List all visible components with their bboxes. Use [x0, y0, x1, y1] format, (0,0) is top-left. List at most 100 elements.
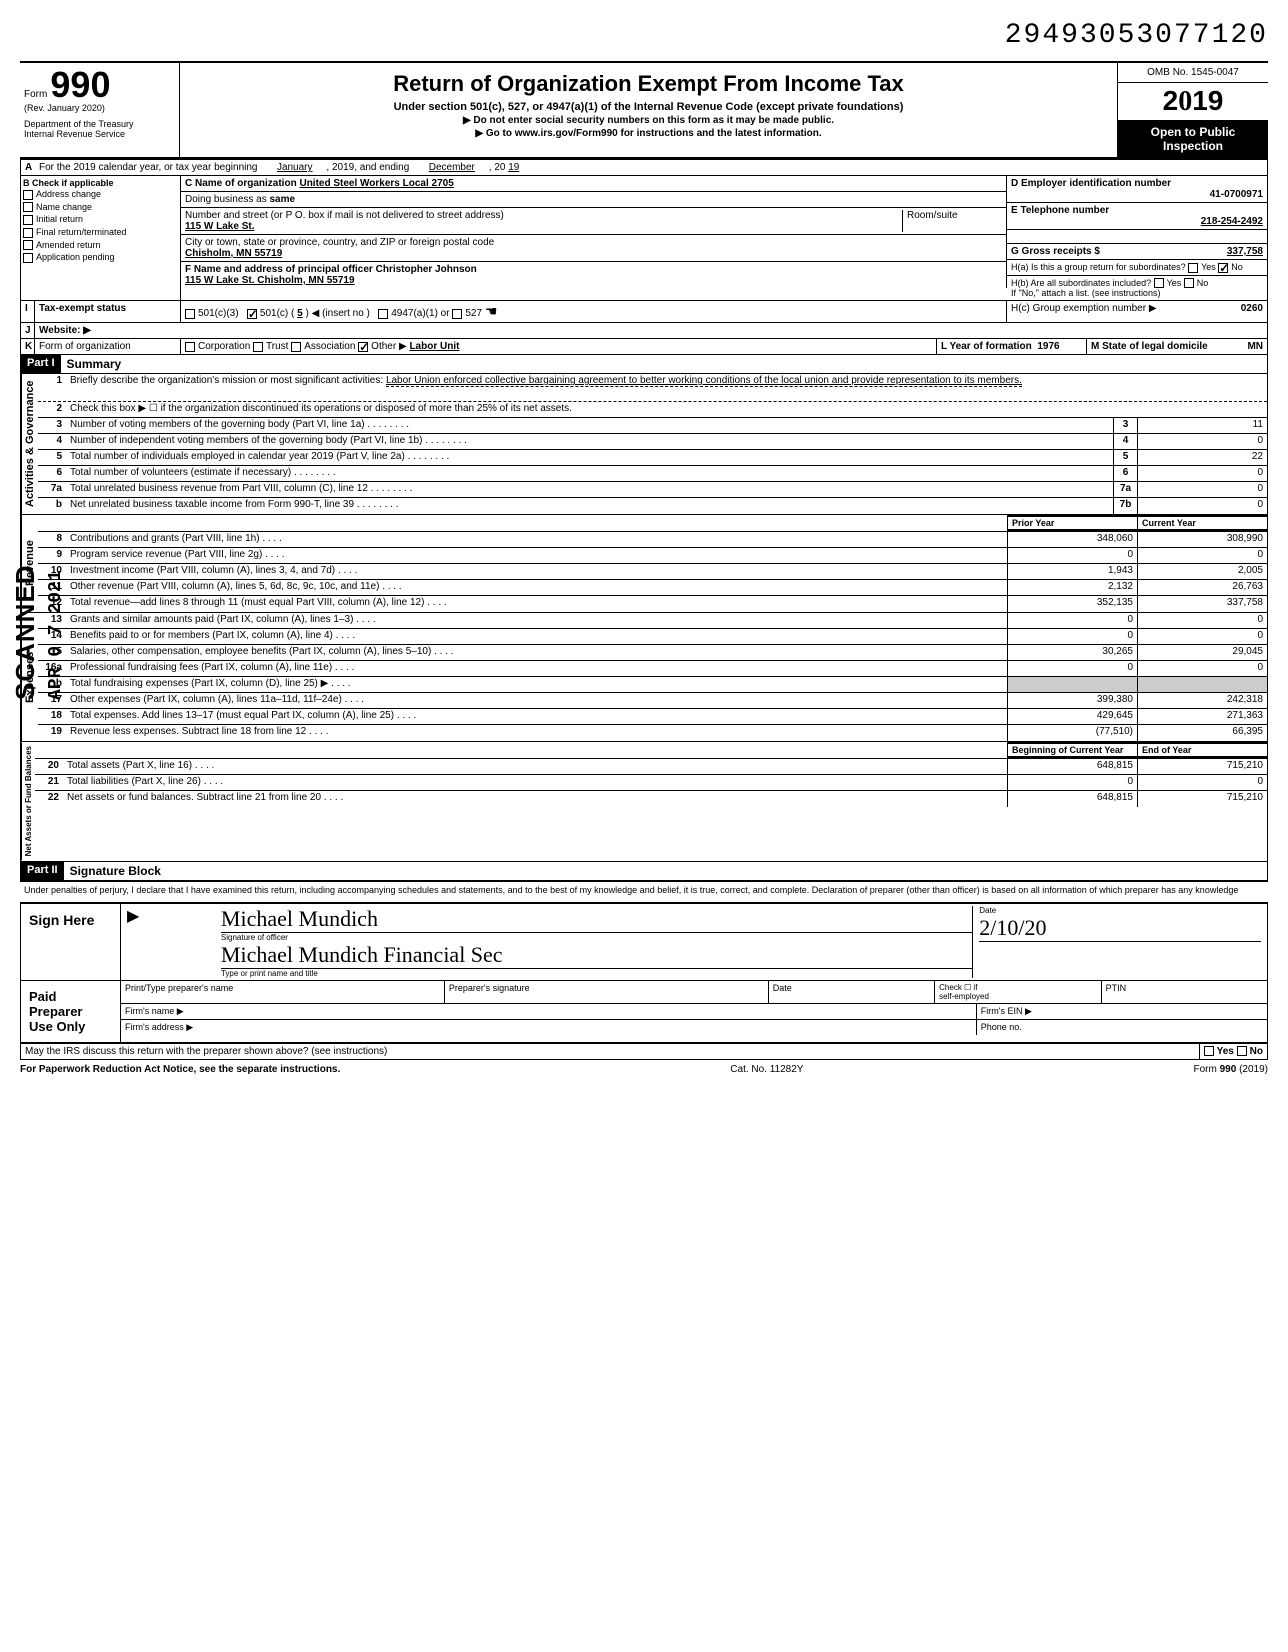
mission: Labor Union enforced collective bargaini…: [386, 375, 1022, 387]
dba: same: [270, 194, 296, 205]
preparer-name: Print/Type preparer's name: [121, 981, 445, 1003]
part1-governance: Activities & Governance 1 Briefly descri…: [20, 374, 1268, 515]
data-row: 12Total revenue—add lines 8 through 11 (…: [38, 596, 1267, 612]
part1-header: Part I Summary: [20, 355, 1268, 374]
part1-revenue: Revenue Prior Year Current Year 8Contrib…: [20, 515, 1268, 613]
line-j: J Website: ▶: [20, 323, 1268, 339]
preparer-sig: Preparer's signature: [445, 981, 769, 1003]
dept: Department of the TreasuryInternal Reven…: [24, 119, 175, 139]
chk-address-change[interactable]: [23, 190, 33, 200]
data-row: 10Investment income (Part VIII, column (…: [38, 564, 1267, 580]
part1-netassets: Net Assets or Fund Balances Beginning of…: [20, 742, 1268, 861]
chk-trust[interactable]: [253, 342, 263, 352]
tax-year: 2019: [1118, 83, 1268, 121]
line-i: I Tax-exempt status 501(c)(3) 501(c) ( 5…: [20, 301, 1268, 323]
ptin: PTIN: [1102, 981, 1267, 1003]
tab-governance: Activities & Governance: [21, 374, 38, 514]
chk-app-pending[interactable]: [23, 253, 33, 263]
signature-block: Sign Here ▶ Michael Mundich Signature of…: [20, 902, 1268, 1044]
chk-527[interactable]: [452, 309, 462, 319]
officer: Christopher Johnson: [376, 264, 477, 275]
chk-assoc[interactable]: [291, 342, 301, 352]
gov-row: 5Total number of individuals employed in…: [38, 450, 1267, 466]
data-row: 13Grants and similar amounts paid (Part …: [38, 613, 1267, 629]
firm-name: Firm's name ▶: [121, 1004, 977, 1019]
firm-ein: Firm's EIN ▶: [977, 1004, 1267, 1019]
sign-date: 2/10/20: [979, 915, 1261, 942]
preparer-date: Date: [769, 981, 935, 1003]
chk-name-change[interactable]: [23, 202, 33, 212]
chk-hb-no[interactable]: [1184, 278, 1194, 288]
form-label: Form: [24, 89, 47, 100]
org-name: United Steel Workers Local 2705: [299, 178, 453, 189]
gross-receipts: 337,758: [1227, 246, 1263, 257]
chk-hb-yes[interactable]: [1154, 278, 1164, 288]
data-row: bTotal fundraising expenses (Part IX, co…: [38, 677, 1267, 693]
part2-header: Part II Signature Block: [20, 862, 1268, 881]
perjury-statement: Under penalties of perjury, I declare th…: [20, 881, 1268, 898]
data-row: 15Salaries, other compensation, employee…: [38, 645, 1267, 661]
officer-addr: 115 W Lake St. Chisholm, MN 55719: [185, 275, 355, 286]
data-row: 16aProfessional fundraising fees (Part I…: [38, 661, 1267, 677]
gov-row: 7aTotal unrelated business revenue from …: [38, 482, 1267, 498]
form-header: Form 990 (Rev. January 2020) Department …: [20, 61, 1268, 159]
room-suite: Room/suite: [902, 210, 1002, 232]
officer-signature: Michael Mundich: [221, 906, 972, 933]
scanned-stamp: SCANNED: [10, 564, 41, 700]
open-public: Open to PublicInspection: [1118, 121, 1268, 157]
chk-501c[interactable]: [247, 309, 257, 319]
ein: 41-0700971: [1011, 189, 1263, 200]
chk-amended[interactable]: [23, 240, 33, 250]
data-row: 19Revenue less expenses. Subtract line 1…: [38, 725, 1267, 741]
paid-preparer-label: PaidPreparerUse Only: [21, 981, 121, 1042]
chk-discuss-no[interactable]: [1237, 1046, 1247, 1056]
data-row: 20Total assets (Part X, line 16) . . . .…: [35, 759, 1267, 775]
entity-block: B Check if applicable Address change Nam…: [20, 176, 1268, 301]
chk-other[interactable]: [358, 342, 368, 352]
data-row: 17Other expenses (Part IX, column (A), l…: [38, 693, 1267, 709]
omb-number: OMB No. 1545-0047: [1118, 63, 1268, 83]
chk-discuss-yes[interactable]: [1204, 1046, 1214, 1056]
data-row: 21Total liabilities (Part X, line 26) . …: [35, 775, 1267, 791]
check-applicable: Check if applicable: [32, 178, 114, 188]
form-note2: ▶ Go to www.irs.gov/Form990 for instruct…: [188, 128, 1109, 139]
tab-net-assets: Net Assets or Fund Balances: [21, 742, 35, 860]
chk-ha-no[interactable]: [1218, 263, 1228, 273]
gov-row: bNet unrelated business taxable income f…: [38, 498, 1267, 514]
footer: For Paperwork Reduction Act Notice, see …: [20, 1060, 1268, 1079]
chk-501c3[interactable]: [185, 309, 195, 319]
irs-discuss: May the IRS discuss this return with the…: [20, 1044, 1268, 1060]
form-number: 990: [50, 64, 110, 105]
group-exemption: 0260: [1241, 303, 1263, 314]
data-row: 9Program service revenue (Part VIII, lin…: [38, 548, 1267, 564]
officer-name-title: Michael Mundich Financial Sec: [221, 942, 972, 969]
scanned-date: APR 0 7 2021: [46, 570, 66, 700]
city: Chisholm, MN 55719: [185, 248, 282, 259]
form-title: Return of Organization Exempt From Incom…: [188, 71, 1109, 97]
form-subtitle: Under section 501(c), 527, or 4947(a)(1)…: [188, 101, 1109, 113]
chk-initial-return[interactable]: [23, 215, 33, 225]
chk-ha-yes[interactable]: [1188, 263, 1198, 273]
data-row: 11Other revenue (Part VIII, column (A), …: [38, 580, 1267, 596]
chk-corp[interactable]: [185, 342, 195, 352]
line-a: A For the 2019 calendar year, or tax yea…: [20, 159, 1268, 176]
sign-here-label: Sign Here: [21, 904, 121, 980]
street: 115 W Lake St.: [185, 221, 254, 232]
gov-row: 4Number of independent voting members of…: [38, 434, 1267, 450]
chk-final-return[interactable]: [23, 228, 33, 238]
data-row: 14Benefits paid to or for members (Part …: [38, 629, 1267, 645]
data-row: 18Total expenses. Add lines 13–17 (must …: [38, 709, 1267, 725]
firm-addr: Firm's address ▶: [121, 1020, 977, 1035]
firm-phone: Phone no.: [977, 1020, 1267, 1035]
gov-row: 3Number of voting members of the governi…: [38, 418, 1267, 434]
gov-row: 6Total number of volunteers (estimate if…: [38, 466, 1267, 482]
phone: 218-254-2492: [1011, 216, 1263, 227]
form-rev: (Rev. January 2020): [24, 103, 175, 113]
document-number: 29493053077120: [20, 20, 1268, 51]
data-row: 8Contributions and grants (Part VIII, li…: [38, 532, 1267, 548]
part1-expenses: Expenses 13Grants and similar amounts pa…: [20, 613, 1268, 742]
line-k: K Form of organization Corporation Trust…: [20, 339, 1268, 355]
data-row: 22Net assets or fund balances. Subtract …: [35, 791, 1267, 807]
chk-4947[interactable]: [378, 309, 388, 319]
year-formation: 1976: [1037, 341, 1059, 352]
